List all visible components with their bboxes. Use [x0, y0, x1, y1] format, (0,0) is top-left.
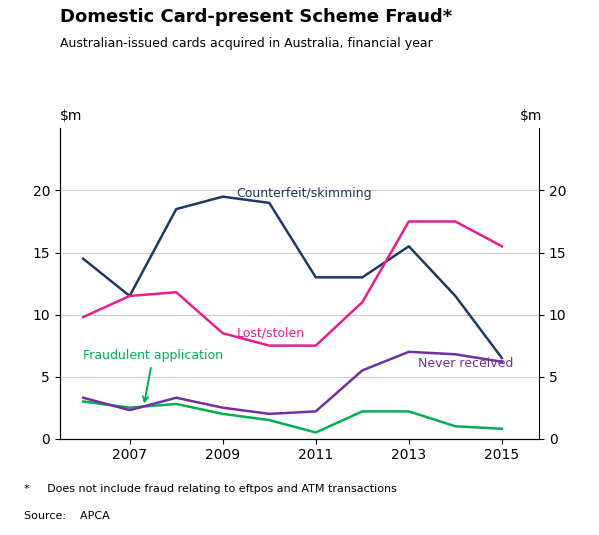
Text: Domestic Card-present Scheme Fraud*: Domestic Card-present Scheme Fraud* — [60, 8, 452, 26]
Text: Australian-issued cards acquired in Australia, financial year: Australian-issued cards acquired in Aust… — [60, 37, 432, 50]
Text: Counterfeit/skimming: Counterfeit/skimming — [237, 187, 373, 201]
Text: Source:    APCA: Source: APCA — [24, 511, 110, 521]
Text: $m: $m — [520, 109, 542, 123]
Text: Never received: Never received — [418, 357, 513, 370]
Text: Fraudulent application: Fraudulent application — [83, 349, 223, 402]
Text: Lost/stolen: Lost/stolen — [237, 327, 305, 340]
Text: $m: $m — [60, 109, 82, 123]
Text: *     Does not include fraud relating to eftpos and ATM transactions: * Does not include fraud relating to eft… — [24, 484, 397, 494]
